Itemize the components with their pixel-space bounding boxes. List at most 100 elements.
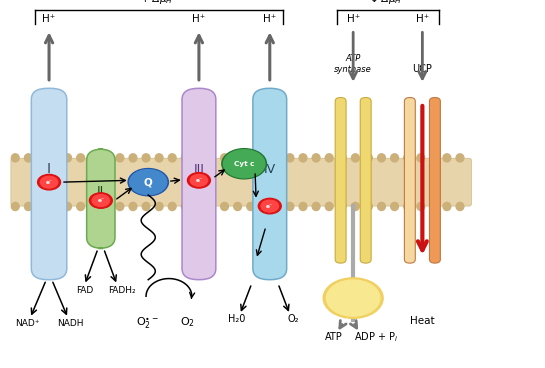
Ellipse shape xyxy=(221,154,228,162)
Ellipse shape xyxy=(404,154,411,162)
Ellipse shape xyxy=(260,154,268,162)
Text: FADH₂: FADH₂ xyxy=(108,286,135,294)
Ellipse shape xyxy=(312,202,320,210)
Ellipse shape xyxy=(25,154,32,162)
Ellipse shape xyxy=(116,154,124,162)
Ellipse shape xyxy=(38,202,45,210)
Ellipse shape xyxy=(103,154,111,162)
Circle shape xyxy=(187,173,210,188)
FancyBboxPatch shape xyxy=(360,98,371,263)
Ellipse shape xyxy=(51,202,58,210)
Circle shape xyxy=(222,149,267,179)
Ellipse shape xyxy=(155,202,163,210)
Circle shape xyxy=(92,195,110,206)
Ellipse shape xyxy=(352,154,359,162)
Ellipse shape xyxy=(90,202,98,210)
Text: Heat: Heat xyxy=(410,316,435,326)
Ellipse shape xyxy=(103,202,111,210)
Text: II: II xyxy=(97,185,105,198)
Ellipse shape xyxy=(208,154,215,162)
Text: ATP
synthase: ATP synthase xyxy=(334,54,372,74)
Ellipse shape xyxy=(417,202,425,210)
Ellipse shape xyxy=(247,154,255,162)
Ellipse shape xyxy=(338,202,346,210)
Text: O$_2^{\bullet -}$: O$_2^{\bullet -}$ xyxy=(136,315,159,331)
Ellipse shape xyxy=(299,154,307,162)
Text: H⁺: H⁺ xyxy=(43,14,56,24)
Circle shape xyxy=(326,280,380,316)
Text: e⁻: e⁻ xyxy=(45,180,53,185)
Text: H⁺: H⁺ xyxy=(416,14,429,24)
Ellipse shape xyxy=(365,202,372,210)
Ellipse shape xyxy=(155,154,163,162)
Ellipse shape xyxy=(11,202,19,210)
Ellipse shape xyxy=(64,202,71,210)
Text: H⁺: H⁺ xyxy=(347,14,360,24)
Ellipse shape xyxy=(234,202,241,210)
Ellipse shape xyxy=(456,154,464,162)
Ellipse shape xyxy=(338,154,346,162)
Ellipse shape xyxy=(11,154,19,162)
Circle shape xyxy=(40,176,58,188)
Ellipse shape xyxy=(260,202,268,210)
Ellipse shape xyxy=(273,202,281,210)
Ellipse shape xyxy=(116,202,124,210)
Ellipse shape xyxy=(378,202,385,210)
Text: Cyt c: Cyt c xyxy=(234,161,255,167)
Ellipse shape xyxy=(129,202,137,210)
Text: Q: Q xyxy=(144,177,153,187)
Text: ↑ $\Delta\mu_{H^+}$: ↑ $\Delta\mu_{H^+}$ xyxy=(140,0,179,6)
FancyBboxPatch shape xyxy=(253,88,287,280)
Ellipse shape xyxy=(129,154,137,162)
Text: e⁻: e⁻ xyxy=(266,204,274,209)
Text: I: I xyxy=(47,162,51,176)
Circle shape xyxy=(38,174,60,190)
Text: e⁻: e⁻ xyxy=(97,198,105,203)
Ellipse shape xyxy=(142,154,150,162)
Ellipse shape xyxy=(404,202,411,210)
Ellipse shape xyxy=(456,202,464,210)
Ellipse shape xyxy=(51,154,58,162)
Ellipse shape xyxy=(38,154,45,162)
Ellipse shape xyxy=(286,202,294,210)
Ellipse shape xyxy=(64,154,71,162)
Text: H⁺: H⁺ xyxy=(263,14,276,24)
Text: O$_2$: O$_2$ xyxy=(180,316,195,329)
Ellipse shape xyxy=(142,202,150,210)
Ellipse shape xyxy=(168,202,176,210)
Ellipse shape xyxy=(391,154,398,162)
Ellipse shape xyxy=(443,154,451,162)
FancyBboxPatch shape xyxy=(429,98,440,263)
Circle shape xyxy=(261,200,278,212)
Text: ATP: ATP xyxy=(325,332,343,342)
Text: H⁺: H⁺ xyxy=(192,14,205,24)
Circle shape xyxy=(223,150,265,178)
FancyBboxPatch shape xyxy=(335,98,346,263)
FancyBboxPatch shape xyxy=(87,149,115,248)
Circle shape xyxy=(258,198,281,214)
Ellipse shape xyxy=(195,202,202,210)
Ellipse shape xyxy=(430,202,438,210)
Ellipse shape xyxy=(378,154,385,162)
Circle shape xyxy=(190,174,208,186)
Text: NADH: NADH xyxy=(58,319,84,328)
Ellipse shape xyxy=(77,202,84,210)
Ellipse shape xyxy=(181,202,189,210)
Ellipse shape xyxy=(417,154,425,162)
FancyBboxPatch shape xyxy=(32,88,67,280)
Text: IV: IV xyxy=(264,163,276,176)
Ellipse shape xyxy=(181,154,189,162)
Circle shape xyxy=(89,193,112,208)
Ellipse shape xyxy=(352,202,359,210)
Ellipse shape xyxy=(168,154,176,162)
Ellipse shape xyxy=(221,202,228,210)
Ellipse shape xyxy=(25,202,32,210)
Text: UCP: UCP xyxy=(413,64,432,74)
FancyBboxPatch shape xyxy=(404,98,415,263)
Ellipse shape xyxy=(430,154,438,162)
Ellipse shape xyxy=(77,154,84,162)
Ellipse shape xyxy=(273,154,281,162)
FancyBboxPatch shape xyxy=(182,88,216,280)
FancyBboxPatch shape xyxy=(11,158,471,206)
Ellipse shape xyxy=(443,202,451,210)
